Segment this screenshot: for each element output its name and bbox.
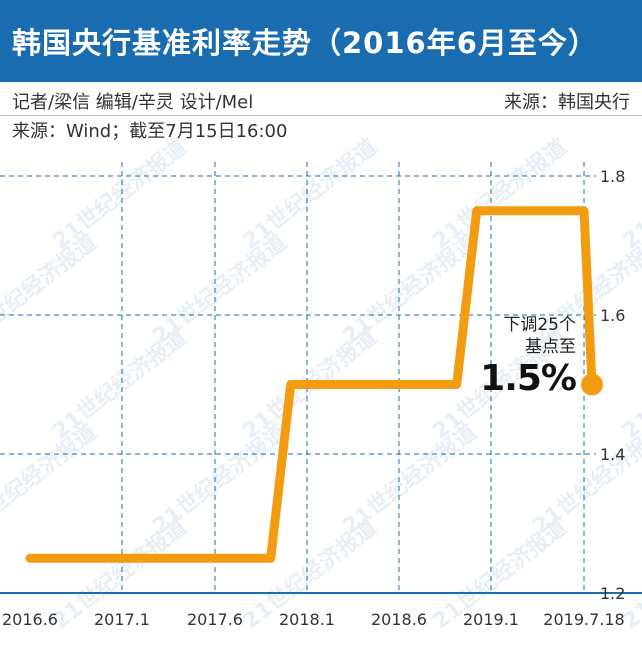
annotation-value: 1.5% xyxy=(480,358,576,399)
y-tick-label: 1.2 xyxy=(600,584,625,603)
watermark-text: 21世纪经济报道 xyxy=(0,229,102,350)
x-tick-label: 2016.6 xyxy=(2,610,58,629)
title-bar: 韩国央行基准利率走势（2016年6月至今） xyxy=(0,0,642,82)
annotation-line2: 基点至 xyxy=(525,337,576,357)
y-tick-label: 1.8 xyxy=(600,167,625,186)
x-tick-label: 2019.1 xyxy=(463,610,519,629)
watermark-text: 21世纪经济报道 xyxy=(48,134,192,255)
watermark-text: 21世纪经济报道 xyxy=(48,324,192,445)
x-tick-label: 2018.1 xyxy=(279,610,335,629)
credit-editors: 记者/梁信 编辑/辛灵 设计/Mel xyxy=(12,91,254,113)
rate-series-line xyxy=(25,206,597,563)
watermark-text: 21世纪经济报道 xyxy=(428,134,572,255)
watermark-text: 21世纪经济报道 xyxy=(618,324,642,445)
watermark-text: 21世纪经济报道 xyxy=(618,134,642,255)
x-tick-label: 2019.7.18 xyxy=(543,610,624,629)
x-tick-label: 2017.1 xyxy=(94,610,150,629)
annotation-line1: 下调25个 xyxy=(503,315,576,335)
credit-row: 记者/梁信 编辑/辛灵 设计/Mel 来源：韩国央行 xyxy=(0,86,642,116)
y-tick-label: 1.4 xyxy=(600,445,625,464)
watermark-text: 21世纪经济报道 xyxy=(528,419,642,540)
watermark-text: 21世纪经济报道 xyxy=(238,134,382,255)
data-source-note: 来源：Wind；截至7月15日16:00 xyxy=(12,121,288,142)
x-tick-label: 2017.6 xyxy=(187,610,243,629)
watermark-text: 21世纪经济报道 xyxy=(0,419,102,540)
x-tick-label: 2018.6 xyxy=(371,610,427,629)
rate-end-point xyxy=(581,373,603,396)
chart-title: 韩国央行基准利率走势（2016年6月至今） xyxy=(12,26,598,60)
credit-source: 来源：韩国央行 xyxy=(504,91,630,113)
y-tick-label: 1.6 xyxy=(600,306,625,325)
